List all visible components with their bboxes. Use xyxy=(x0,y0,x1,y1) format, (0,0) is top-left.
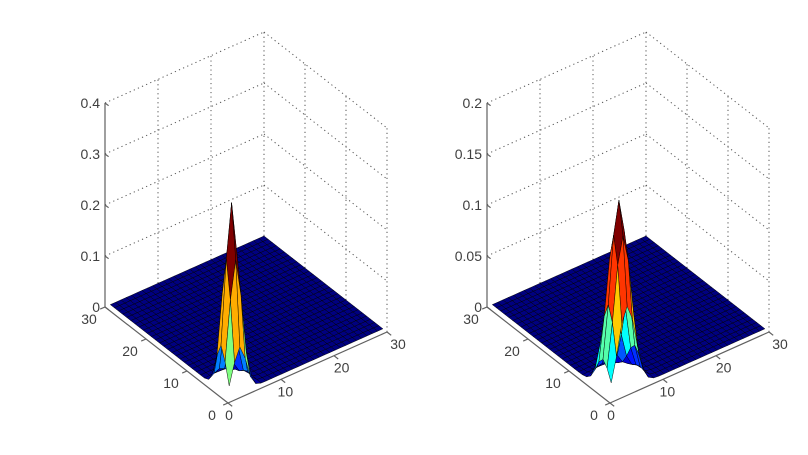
z-tick-label: 0 xyxy=(92,299,100,315)
x-axis: 0 10 20 30 xyxy=(607,331,788,423)
z-tick-label: 0.4 xyxy=(81,95,101,111)
z-tick-label: 0.1 xyxy=(463,197,483,213)
z-tick-label: 0.2 xyxy=(463,95,483,111)
x-tick-label: 10 xyxy=(660,383,676,399)
x-tick-label: 0 xyxy=(607,407,615,423)
z-axis: 0 0.1 0.2 0.3 0.4 xyxy=(81,95,109,315)
x-tick-label: 0 xyxy=(225,407,233,423)
y-tick-label: 20 xyxy=(122,343,138,359)
y-tick-label: 30 xyxy=(81,311,97,327)
y-axis: 0 10 20 30 xyxy=(463,306,611,423)
z-tick-label: 0.2 xyxy=(81,197,101,213)
z-tick-label: 0.1 xyxy=(81,248,101,264)
y-tick-label: 20 xyxy=(504,343,520,359)
wall-grid xyxy=(486,31,770,332)
x-tick-label: 20 xyxy=(334,360,350,376)
surface-mesh xyxy=(492,200,766,384)
y-tick-label: 0 xyxy=(590,407,598,423)
surface-mesh xyxy=(110,202,384,387)
z-tick-label: 0.05 xyxy=(455,248,482,264)
z-tick-label: 0 xyxy=(474,299,482,315)
x-tick-label: 30 xyxy=(772,336,788,352)
z-axis: 0 0.05 0.1 0.15 0.2 xyxy=(455,95,491,315)
x-tick-label: 10 xyxy=(278,383,294,399)
y-axis: 0 10 20 30 xyxy=(81,306,229,423)
wall-grid xyxy=(104,31,388,332)
y-tick-label: 10 xyxy=(163,375,179,391)
y-tick-label: 30 xyxy=(463,311,479,327)
y-tick-label: 0 xyxy=(208,407,216,423)
x-tick-label: 20 xyxy=(716,360,732,376)
x-tick-label: 30 xyxy=(390,336,406,352)
z-tick-label: 0.3 xyxy=(81,146,101,162)
x-axis: 0 10 20 30 xyxy=(225,331,406,423)
z-tick-label: 0.15 xyxy=(455,146,482,162)
y-tick-label: 10 xyxy=(545,375,561,391)
